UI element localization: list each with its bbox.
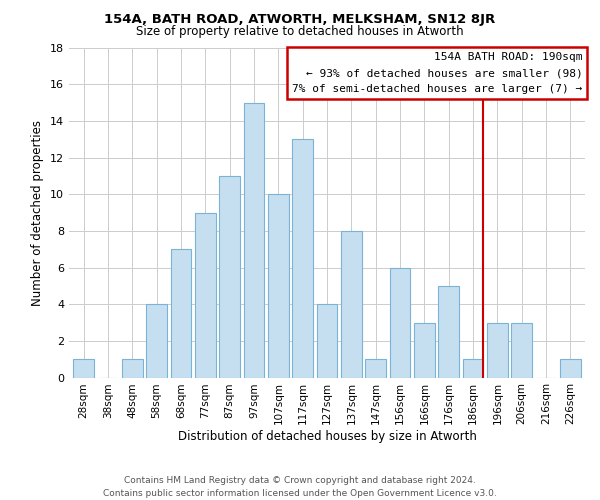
Bar xyxy=(244,102,265,378)
Bar xyxy=(317,304,337,378)
Text: 154A, BATH ROAD, ATWORTH, MELKSHAM, SN12 8JR: 154A, BATH ROAD, ATWORTH, MELKSHAM, SN12… xyxy=(104,12,496,26)
Bar xyxy=(219,176,240,378)
Text: 154A BATH ROAD: 190sqm
← 93% of detached houses are smaller (98)
7% of semi-deta: 154A BATH ROAD: 190sqm ← 93% of detached… xyxy=(292,52,583,94)
Bar xyxy=(414,322,435,378)
Bar xyxy=(389,268,410,378)
Bar xyxy=(122,359,143,378)
Bar xyxy=(365,359,386,378)
Bar xyxy=(292,139,313,378)
Bar xyxy=(195,212,215,378)
Y-axis label: Number of detached properties: Number of detached properties xyxy=(31,120,44,306)
Bar xyxy=(439,286,459,378)
X-axis label: Distribution of detached houses by size in Atworth: Distribution of detached houses by size … xyxy=(178,430,476,443)
Bar xyxy=(146,304,167,378)
Bar xyxy=(487,322,508,378)
Bar xyxy=(511,322,532,378)
Bar xyxy=(560,359,581,378)
Bar xyxy=(341,231,362,378)
Text: Contains HM Land Registry data © Crown copyright and database right 2024.
Contai: Contains HM Land Registry data © Crown c… xyxy=(103,476,497,498)
Bar xyxy=(268,194,289,378)
Bar xyxy=(463,359,484,378)
Bar xyxy=(73,359,94,378)
Text: Size of property relative to detached houses in Atworth: Size of property relative to detached ho… xyxy=(136,25,464,38)
Bar xyxy=(170,249,191,378)
